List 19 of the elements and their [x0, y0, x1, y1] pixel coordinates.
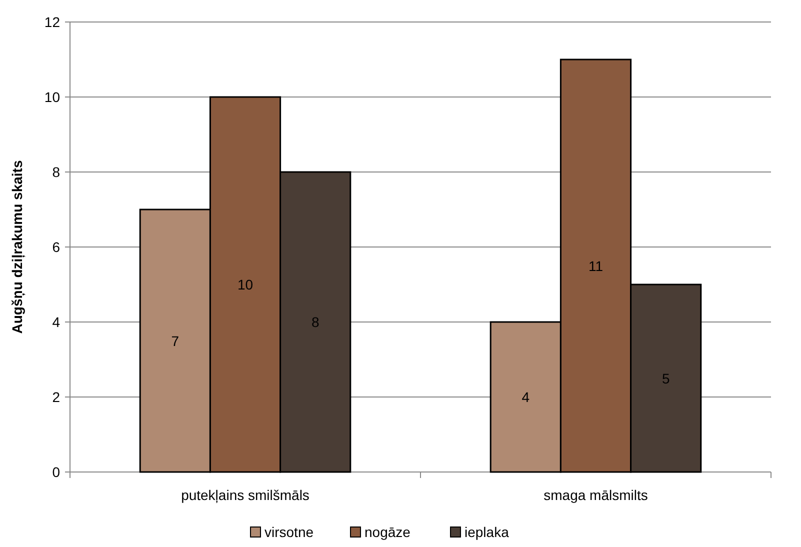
y-tick-label: 8: [52, 164, 60, 180]
legend-label: virsotne: [264, 524, 314, 540]
data-label: 11: [588, 258, 604, 274]
legend-label: ieplaka: [464, 524, 510, 540]
y-tick-label: 4: [52, 314, 60, 330]
y-tick-label: 6: [52, 239, 60, 255]
data-label: 4: [522, 389, 530, 405]
y-tick-label: 2: [52, 389, 60, 405]
data-label: 8: [311, 314, 320, 330]
y-axis-title: Augšņu dziļrakumu skaits: [9, 160, 26, 334]
data-label: 10: [237, 276, 254, 292]
data-label: 7: [171, 332, 180, 349]
x-tick-label: putekļains smilšmāls: [181, 487, 310, 503]
data-label: 5: [662, 370, 670, 386]
y-tick-label: 0: [52, 464, 60, 480]
y-tick-label: 12: [44, 14, 60, 30]
legend-label: nogāze: [364, 524, 411, 540]
y-tick-label: 10: [44, 89, 60, 105]
x-tick-label: smaga mālsmilts: [544, 487, 648, 503]
